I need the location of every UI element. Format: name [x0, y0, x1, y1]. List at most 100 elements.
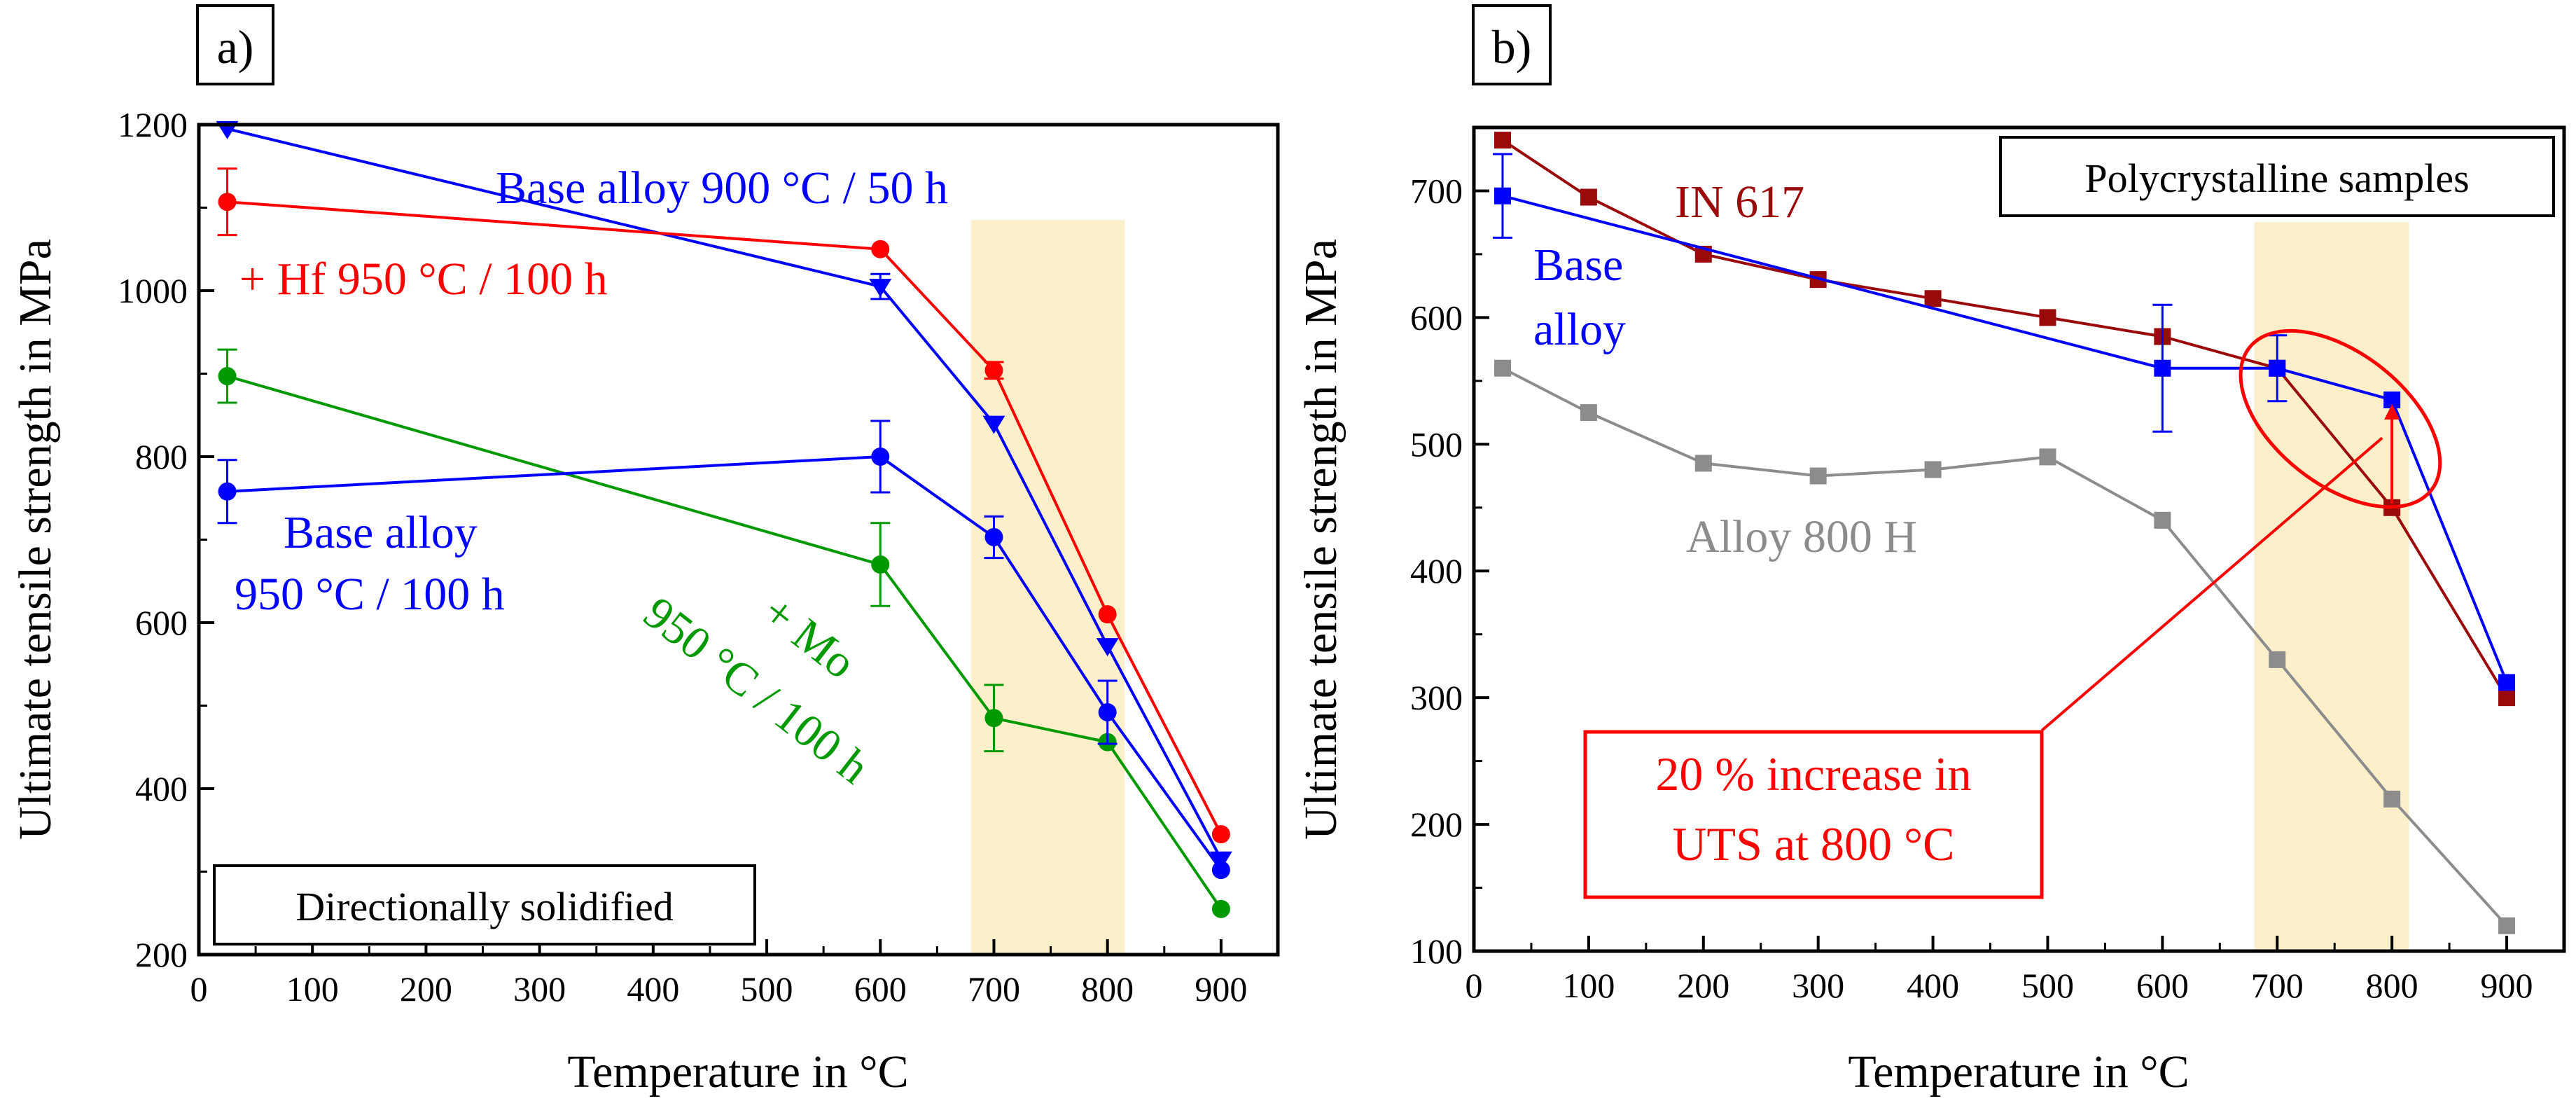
data-point	[2039, 309, 2056, 326]
panel-b-box	[1999, 136, 2555, 217]
series-label-base-900: Base alloy 900 °C / 50 h	[496, 162, 948, 214]
data-point	[2269, 651, 2286, 668]
series-1	[1492, 153, 2516, 691]
x-tick-label: 0	[190, 969, 208, 1009]
data-point	[1580, 404, 1597, 422]
x-tick-label: 700	[2251, 966, 2304, 1005]
panel-a-x-title: Temperature in °C	[567, 1046, 908, 1097]
x-tick-label: 200	[400, 969, 452, 1009]
y-tick-label: 400	[135, 769, 188, 808]
data-point	[871, 555, 890, 574]
series-label-base-line1: Base	[1533, 240, 1623, 291]
x-tick-label: 100	[1562, 966, 1615, 1005]
y-tick-label: 300	[1410, 678, 1463, 717]
data-point	[2154, 511, 2171, 529]
panel-a-ticks: 0 100 200 300 400 500 600 700 800 900 200 400 600 800…	[118, 105, 1247, 1009]
y-tick-label: 200	[1410, 805, 1463, 844]
panel-b-label-box	[1472, 4, 1552, 85]
data-point	[1211, 825, 1230, 844]
data-point	[869, 279, 892, 298]
callout-leader-line	[2040, 436, 2383, 732]
x-tick-label: 900	[2481, 966, 2533, 1005]
panel-a-series	[216, 120, 1232, 918]
data-point	[2498, 674, 2516, 691]
panel-b-box-label: Polycrystalline samples	[2084, 155, 2469, 201]
panel-a-highlight-band	[971, 220, 1125, 955]
x-tick-label: 900	[1195, 969, 1247, 1009]
panel-b-y-title: Ultimate tensile strength in MPa	[1295, 239, 1346, 840]
data-point	[1098, 605, 1117, 624]
increase-arrowhead	[2384, 403, 2400, 420]
data-point	[1209, 851, 1232, 870]
series-0	[1494, 132, 2516, 707]
series-label-in617: IN 617	[1675, 176, 1804, 228]
data-point	[2498, 917, 2516, 934]
y-tick-label: 600	[1410, 298, 1463, 337]
panel-b-frame	[1472, 125, 2566, 953]
data-point	[218, 367, 237, 386]
series-line	[1502, 367, 2508, 927]
data-point	[1580, 188, 1597, 206]
x-tick-label: 800	[2366, 966, 2418, 1005]
x-tick-label: 400	[1907, 966, 1959, 1005]
series-line	[1501, 139, 2508, 699]
data-point	[2039, 448, 2056, 466]
y-tick-label: 200	[135, 935, 188, 974]
x-tick-label: 700	[968, 969, 1020, 1009]
data-point	[984, 527, 1003, 546]
data-point	[1211, 861, 1230, 880]
y-tick-label: 700	[1410, 171, 1463, 210]
data-point	[1494, 359, 1511, 377]
data-point	[984, 709, 1003, 728]
data-point	[1809, 467, 1827, 485]
x-tick-label: 200	[1677, 966, 1729, 1005]
panel-a-frame	[197, 123, 1280, 957]
panel-a-y-title: Ultimate tensile strength in MPa	[10, 239, 61, 840]
highlight-band	[971, 220, 1125, 955]
panel-a-label: a)	[217, 20, 254, 74]
data-point	[1098, 702, 1117, 721]
x-tick-label: 100	[286, 969, 339, 1009]
panel-a-label-box	[196, 4, 274, 85]
data-point	[2498, 689, 2516, 707]
data-point	[1494, 132, 1511, 149]
x-tick-label: 300	[1792, 966, 1844, 1005]
data-point	[1096, 638, 1119, 657]
data-point	[2154, 359, 2171, 377]
x-tick-label: 400	[627, 969, 679, 1009]
panel-b-x-title: Temperature in °C	[1848, 1046, 2189, 1097]
data-point	[218, 482, 237, 501]
y-tick-label: 500	[1410, 424, 1463, 464]
series-2	[1494, 359, 2516, 934]
y-tick-label: 1000	[118, 271, 188, 310]
series-label-mo-line2: 950 °C / 100 h	[634, 587, 879, 794]
data-point	[1924, 461, 1942, 478]
data-point	[1694, 455, 1712, 472]
data-point	[1924, 290, 1942, 307]
series-label-base-950-line2: 950 °C / 100 h	[235, 569, 505, 620]
panel-a-box	[213, 864, 756, 946]
x-tick-label: 600	[854, 969, 907, 1009]
panel-b-series	[1492, 132, 2516, 934]
data-point	[982, 415, 1005, 434]
x-tick-label: 600	[2136, 966, 2189, 1005]
callout-line-1: 20 % increase in	[1655, 747, 1971, 801]
data-point	[984, 361, 1003, 380]
panel-b-ticks: 0 100 200 300 400 500 600 700 800 900100200300400…	[1410, 171, 2533, 1005]
series-3	[217, 420, 1230, 880]
data-point	[2383, 790, 2401, 808]
data-point	[1211, 899, 1230, 918]
y-tick-label: 600	[135, 603, 188, 642]
x-tick-label: 500	[741, 969, 793, 1009]
series-label-hf: + Hf 950 °C / 100 h	[239, 254, 608, 305]
y-tick-label: 1200	[118, 105, 188, 144]
series-1	[217, 167, 1230, 844]
panel-b: 0 100 200 300 400 500 600 700 800 900100200300400…	[1295, 4, 2566, 1097]
y-tick-label: 100	[1410, 932, 1463, 971]
series-label-base-950-line1: Base alloy	[284, 507, 478, 558]
series-label-800h: Alloy 800 H	[1686, 511, 1917, 562]
series-2	[217, 348, 1230, 918]
series-label-base-line2: alloy	[1533, 304, 1626, 355]
panel-b-label: b)	[1492, 20, 1532, 74]
